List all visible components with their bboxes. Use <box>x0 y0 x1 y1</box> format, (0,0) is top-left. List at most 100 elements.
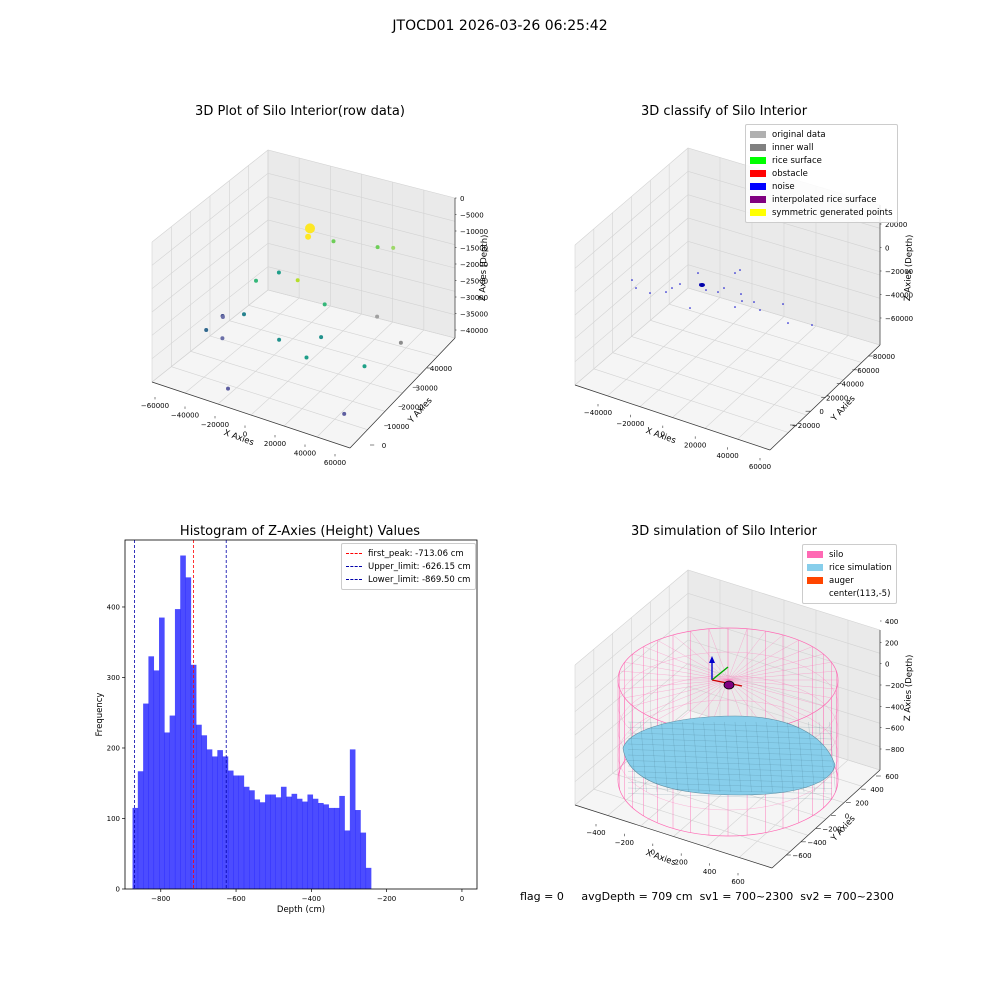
p3-y-label: Frequency <box>95 693 105 737</box>
legend-entry: symmetric generated points <box>750 206 893 219</box>
p1-y-tick-label: 10000 <box>387 423 409 431</box>
p2-z-tick-label: −60000 <box>885 315 913 323</box>
sv1-text: sv1 = 700~2300 <box>699 890 794 903</box>
p3-x-label: Depth (cm) <box>277 905 325 915</box>
p4-z-tick-label: −400 <box>885 703 904 711</box>
p2-y-tick-label: 80000 <box>873 353 895 361</box>
legend-entry: obstacle <box>750 167 893 180</box>
legend-swatch <box>807 564 823 571</box>
p4-rice-mesh <box>787 721 794 793</box>
p1-point <box>277 337 282 342</box>
plot3-title: Histogram of Z-Axies (Height) Values <box>179 524 421 539</box>
p1-y-tick-label: 20000 <box>401 404 423 412</box>
p3-y-tick-label: 200 <box>107 744 120 752</box>
legend-entry: auger <box>807 574 892 587</box>
plot4-title: 3D simulation of Silo Interior <box>631 524 817 539</box>
p4-silo-spoke <box>643 679 729 714</box>
p4-rice-mesh <box>713 721 721 793</box>
p4-x-tick-label: 0 <box>651 849 655 857</box>
p3-bar <box>206 749 213 889</box>
simulation-legend: silo rice simulation auger center(113,-5) <box>802 544 897 604</box>
legend-line <box>346 566 362 567</box>
p2-noise-point <box>740 293 742 295</box>
p4-silo-spoke <box>727 628 748 681</box>
p2-noise-point <box>734 272 736 274</box>
p3-bar <box>249 790 255 889</box>
p4-z-tick-label: 200 <box>885 639 898 647</box>
legend-entry: noise <box>750 180 893 193</box>
p1-point <box>220 336 225 341</box>
p1-z-label: Z Axies (Depth) <box>478 234 490 301</box>
p4-rice-mesh <box>818 721 826 793</box>
p2-x-tick-label: 0 <box>661 431 665 439</box>
legend-label: obstacle <box>772 168 808 179</box>
p3-bar <box>164 732 170 889</box>
p1-x-tick-label: −40000 <box>171 412 199 420</box>
legend-swatch <box>750 170 766 177</box>
p4-rice-mesh <box>776 721 784 793</box>
p4-rice-mesh <box>682 721 689 793</box>
p3-bar <box>365 867 372 889</box>
p1-pane-floor <box>152 290 455 448</box>
p2-z-tick-label: 0 <box>885 245 889 253</box>
p2-noise-point <box>679 283 681 285</box>
p4-grid <box>574 569 881 666</box>
legend-label: first_peak: -713.06 cm <box>368 548 464 559</box>
p1-point <box>220 315 225 319</box>
p2-x-tick-label: 20000 <box>684 441 706 449</box>
p1-point <box>276 270 281 275</box>
p4-y-tick-label: 0 <box>845 813 849 821</box>
legend-entry: center(113,-5) <box>807 587 892 600</box>
p2-y-tick-label: 0 <box>819 408 823 416</box>
p4-silo-spoke <box>727 630 766 681</box>
p2-noise-point <box>741 300 743 302</box>
figure-title: JTOCD01 2026-03-26 06:25:42 <box>392 18 608 34</box>
p3-bar <box>312 798 319 889</box>
p2-noise-point <box>753 301 755 303</box>
p2-x-tick-label: −20000 <box>616 420 644 428</box>
p1-point <box>398 340 403 345</box>
p4-silo-spoke <box>657 679 729 720</box>
p1-point <box>305 233 312 240</box>
p1-point <box>295 278 300 283</box>
legend-entry: first_peak: -713.06 cm <box>346 547 471 560</box>
p2-cluster <box>699 283 705 287</box>
p4-x-axis-line <box>574 804 773 869</box>
p4-silo-spoke <box>619 670 729 681</box>
legend-entry: silo <box>807 548 892 561</box>
p1-y-tick-label: 40000 <box>430 365 452 373</box>
p1-point <box>342 411 347 416</box>
p1-point <box>391 245 396 250</box>
p2-grid <box>687 287 881 346</box>
p1-y-axis-line <box>349 337 456 449</box>
p3-bar <box>153 670 160 889</box>
legend-label: noise <box>772 181 795 192</box>
legend-entry: inner wall <box>750 141 893 154</box>
p3-bar <box>169 715 176 889</box>
p3-x-tick-label: −200 <box>377 895 396 903</box>
p4-rice-mesh <box>629 721 637 793</box>
p1-point <box>304 355 309 360</box>
p4-rice-surface <box>622 715 836 796</box>
p1-point <box>242 312 246 317</box>
p2-noise-point <box>635 287 637 289</box>
legend-label: symmetric generated points <box>772 207 893 218</box>
p3-frame <box>124 539 478 890</box>
p4-silo-spoke <box>708 628 729 681</box>
p4-rice-mesh <box>627 793 833 800</box>
p3-bar <box>307 794 314 889</box>
p3-bar <box>174 609 181 889</box>
p2-noise-point <box>689 307 691 309</box>
p3-x-tick-label: −800 <box>151 895 170 903</box>
p4-z-tick-label: −600 <box>885 725 904 733</box>
p2-x-axis-line <box>574 384 771 451</box>
p2-noise-point <box>759 309 761 311</box>
p3-bar <box>270 794 276 889</box>
p3-bar <box>132 807 139 889</box>
p3-bar <box>217 750 223 889</box>
p4-rice-mesh <box>745 721 752 793</box>
legend-swatch <box>750 131 766 138</box>
p4-silo-spoke <box>727 679 784 726</box>
p4-rice-mesh <box>661 721 668 793</box>
p3-bar <box>355 810 361 889</box>
